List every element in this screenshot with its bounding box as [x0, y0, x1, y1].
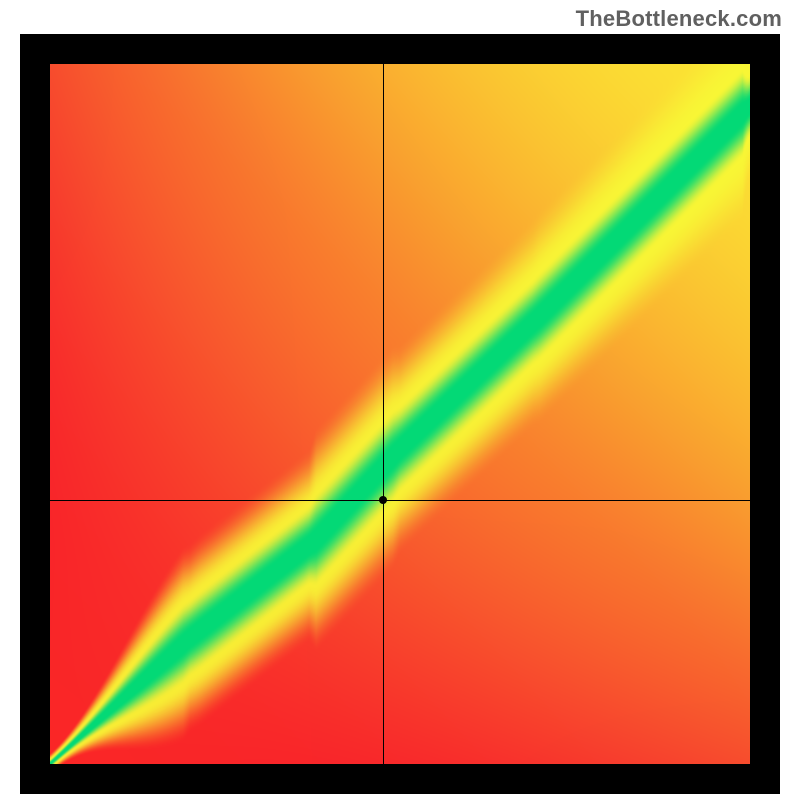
marker-dot: [379, 496, 387, 504]
heatmap-canvas: [50, 64, 750, 764]
chart-container: TheBottleneck.com: [0, 0, 800, 800]
attribution-text: TheBottleneck.com: [576, 6, 782, 32]
plot-area: [50, 64, 750, 764]
crosshair-horizontal: [50, 500, 750, 501]
crosshair-vertical: [383, 64, 384, 764]
outer-frame: [20, 34, 780, 794]
